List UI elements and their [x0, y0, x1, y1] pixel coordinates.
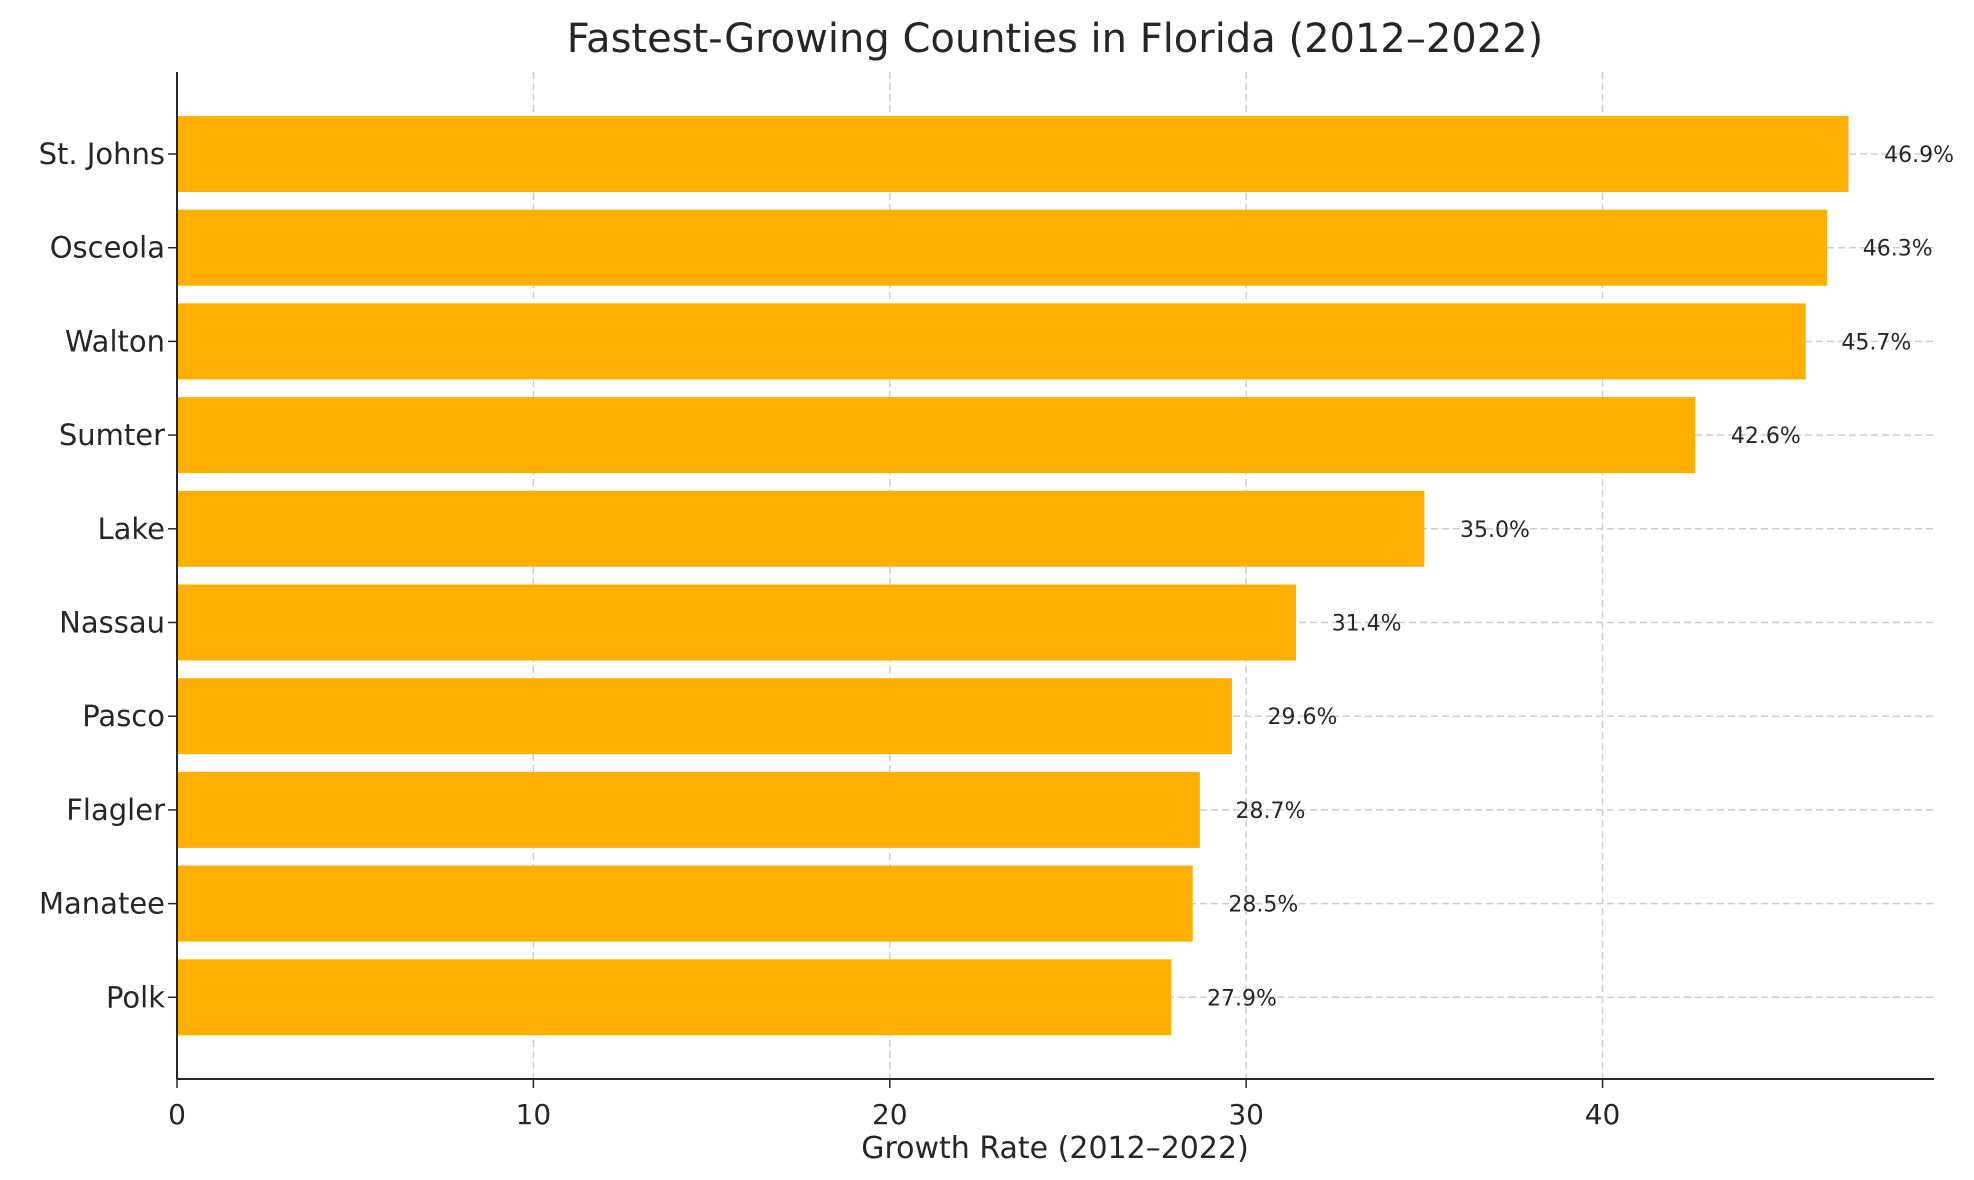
data-labels: 46.9% 46.3% 45.7% 42.6% 35.0% 31.4% 29.6% 28.7%… [1207, 143, 1954, 1011]
bar-sumter [177, 397, 1696, 474]
data-label: 46.9% [1884, 143, 1954, 168]
bar-lake [177, 490, 1425, 567]
x-axis: 0 10 20 30 40 [168, 1078, 1934, 1131]
data-label: 27.9% [1207, 986, 1277, 1011]
y-tick-label: Osceola [50, 231, 165, 265]
y-tick-label: Nassau [59, 606, 165, 640]
bar-osceola [177, 209, 1828, 286]
bar-st-johns [177, 116, 1849, 192]
data-label: 29.6% [1268, 705, 1338, 730]
bar-manatee [177, 865, 1193, 942]
data-label: 45.7% [1841, 330, 1911, 355]
data-label: 28.5% [1228, 893, 1298, 918]
data-label: 28.7% [1235, 799, 1305, 824]
bars [177, 116, 1849, 1036]
bar-flagler [177, 771, 1200, 848]
bar-walton [177, 303, 1806, 380]
bar-polk [177, 959, 1172, 1036]
y-axis: St. Johns Osceola Walton Sumter Lake Nassau Pa… [39, 72, 178, 1079]
x-axis-label: Growth Rate (2012–2022) [861, 1131, 1249, 1166]
y-tick-label: Pasco [82, 699, 165, 733]
bar-pasco [177, 678, 1232, 755]
y-tick-label: Sumter [59, 418, 165, 452]
y-tick-label: Walton [65, 324, 165, 358]
y-tick-label: Lake [97, 512, 165, 546]
data-label: 31.4% [1332, 612, 1402, 637]
y-tick-label: Flagler [66, 793, 165, 827]
data-label: 42.6% [1731, 424, 1801, 449]
x-tick-label: 40 [1585, 1098, 1621, 1131]
data-label: 35.0% [1460, 518, 1530, 543]
y-tick-label: St. Johns [39, 137, 165, 171]
x-tick-label: 30 [1228, 1098, 1264, 1131]
data-label: 46.3% [1863, 237, 1933, 262]
bar-nassau [177, 584, 1297, 661]
x-tick-label: 0 [168, 1098, 186, 1131]
y-tick-label: Polk [106, 980, 165, 1014]
chart-title: Fastest-Growing Counties in Florida (201… [567, 16, 1544, 62]
x-tick-label: 20 [872, 1098, 908, 1131]
x-tick-label: 10 [516, 1098, 552, 1131]
y-tick-label: Manatee [39, 887, 165, 921]
